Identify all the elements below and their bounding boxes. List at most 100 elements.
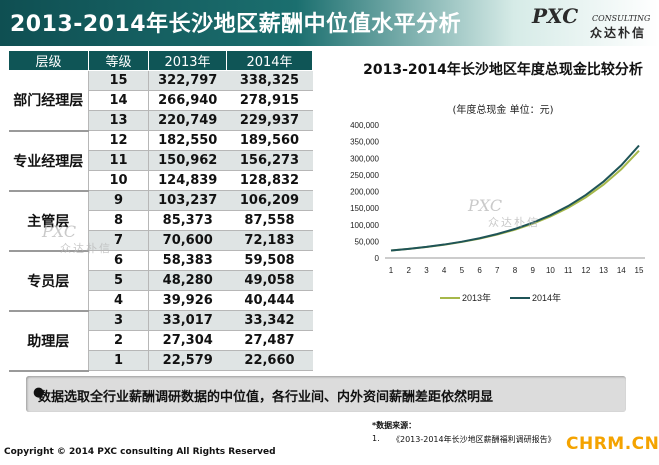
source-label: *数据来源： (372, 421, 417, 430)
value-2014-cell: 49,058 (226, 270, 313, 291)
table-row: 专员层 6 58,383 59,508 (8, 250, 313, 312)
copyright: Copyright © 2014 PXC consulting All Righ… (4, 447, 276, 457)
logo-cn: 众达朴信 (590, 26, 647, 40)
source-number: 1. (372, 434, 380, 443)
watermark-left-main: PXC (42, 222, 77, 241)
value-2013-cell: 322,797 (148, 70, 227, 91)
value-2014-cell: 106,209 (226, 190, 313, 211)
table-row: 2 27,304 27,487 (9, 330, 313, 351)
table-row: 1 22,579 22,660 (9, 350, 313, 371)
table-row: 部门经理层 15 322,797 338,325 (8, 70, 313, 132)
grade-cell: 5 (88, 270, 149, 291)
legend-label: 2013年 (462, 292, 491, 303)
value-2013-cell: 22,579 (148, 350, 227, 371)
y-tick-label: 150,000 (350, 204, 379, 213)
grade-cell: 3 (88, 310, 149, 331)
grade-cell: 14 (88, 90, 149, 111)
y-tick-label: 200,000 (350, 188, 379, 197)
x-tick-label: 13 (599, 266, 608, 275)
grade-cell: 4 (88, 290, 149, 311)
y-tick-label: 250,000 (350, 171, 379, 180)
x-tick-label: 5 (460, 266, 465, 275)
value-2013-cell: 266,940 (148, 90, 227, 111)
value-2014-cell: 22,660 (226, 350, 313, 371)
value-2014-cell: 128,832 (226, 170, 313, 191)
logo-main: PXC (532, 4, 579, 28)
col-header-level: 层级 (8, 50, 89, 71)
x-tick-label: 10 (546, 266, 555, 275)
category-cell: 助理层 (8, 310, 89, 372)
grade-cell: 7 (88, 230, 149, 251)
col-header-2013: 2013年 (148, 50, 227, 71)
category-cell: 专员层 (8, 250, 89, 312)
note-box (26, 376, 626, 412)
table-row: 4 39,926 40,444 (9, 290, 313, 311)
value-2013-cell: 124,839 (148, 170, 227, 191)
value-2014-cell: 156,273 (226, 150, 313, 171)
value-2013-cell: 33,017 (148, 310, 227, 331)
watermark-chart-main: PXC (468, 196, 503, 215)
value-2013-cell: 220,749 (148, 110, 227, 131)
col-header-grade: 等级 (88, 50, 149, 71)
grade-cell: 10 (88, 170, 149, 191)
category-cell: 专业经理层 (8, 130, 89, 192)
category-cell: 主管层 (8, 190, 89, 252)
x-tick-label: 14 (617, 266, 626, 275)
grade-cell: 6 (88, 250, 149, 271)
grade-cell: 2 (88, 330, 149, 351)
table-row: 11 150,962 156,273 (9, 150, 313, 171)
site-logo: CHRM.CN (566, 434, 659, 454)
x-tick-label: 8 (513, 266, 518, 275)
value-2014-cell: 72,183 (226, 230, 313, 251)
grade-cell: 8 (88, 210, 149, 231)
value-2014-cell: 87,558 (226, 210, 313, 231)
table-row: 5 48,280 49,058 (9, 270, 313, 291)
grade-cell: 12 (88, 130, 149, 151)
x-tick-label: 3 (424, 266, 429, 275)
note-text: 数据选取全行业薪酬调研数据的中位值，各行业间、内外资间薪酬差距依然明显 (38, 390, 494, 405)
grade-cell: 15 (88, 70, 149, 91)
value-2013-cell: 48,280 (148, 270, 227, 291)
salary-table: 层级 等级 2013年 2014年 部门经理层 15 322,797 338,325 1… (8, 50, 313, 372)
value-2013-cell: 85,373 (148, 210, 227, 231)
value-2014-cell: 338,325 (226, 70, 313, 91)
x-tick-label: 9 (530, 266, 535, 275)
x-tick-label: 2 (406, 266, 411, 275)
value-2014-cell: 189,560 (226, 130, 313, 151)
page-title: 2013-2014年长沙地区薪酬中位值水平分析 (10, 12, 462, 37)
y-tick-label: 50,000 (355, 237, 380, 246)
x-tick-label: 12 (581, 266, 590, 275)
series-line-2013 (390, 149, 640, 252)
header-bar: 2013-2014年长沙地区薪酬中位值水平分析 PXC CONSULTING 众… (0, 0, 659, 46)
table-row: 主管层 9 103,237 106,209 (8, 190, 313, 252)
category-cell: 部门经理层 (8, 70, 89, 132)
legend-label: 2014年 (532, 292, 561, 303)
x-tick-label: 15 (635, 266, 644, 275)
table-row: 专业经理层 12 182,550 189,560 (8, 130, 313, 192)
bullet-icon: ● (33, 385, 45, 400)
y-tick-label: 300,000 (350, 154, 379, 163)
table-header-row: 层级 等级 2013年 2014年 (8, 50, 313, 71)
watermark-left-cn: 众达朴信 (60, 242, 112, 255)
table-row: 10 124,839 128,832 (9, 170, 313, 191)
value-2014-cell: 59,508 (226, 250, 313, 271)
x-tick-label: 1 (389, 266, 394, 275)
source-text: 《2013-2014年长沙地区薪酬福利调研报告》 (392, 435, 556, 444)
value-2013-cell: 27,304 (148, 330, 227, 351)
value-2013-cell: 58,383 (148, 250, 227, 271)
value-2014-cell: 229,937 (226, 110, 313, 131)
x-tick-label: 7 (495, 266, 500, 275)
chart-title: 2013-2014年长沙地区年度总现金比较分析 (363, 62, 643, 78)
x-tick-label: 6 (477, 266, 482, 275)
value-2013-cell: 103,237 (148, 190, 227, 211)
pxc-logo: PXC CONSULTING 众达朴信 (530, 4, 656, 42)
table-row: 8 85,373 87,558 (9, 210, 313, 231)
grade-cell: 13 (88, 110, 149, 131)
y-tick-label: 400,000 (350, 121, 379, 130)
value-2014-cell: 40,444 (226, 290, 313, 311)
line-chart: 0 50,000 100,000 150,000 200,000 250,000 300,0… (350, 121, 645, 303)
table-row: 13 220,749 229,937 (9, 110, 313, 131)
table-row: 14 266,940 278,915 (9, 90, 313, 111)
value-2014-cell: 27,487 (226, 330, 313, 351)
logo-sub: CONSULTING (592, 14, 651, 23)
